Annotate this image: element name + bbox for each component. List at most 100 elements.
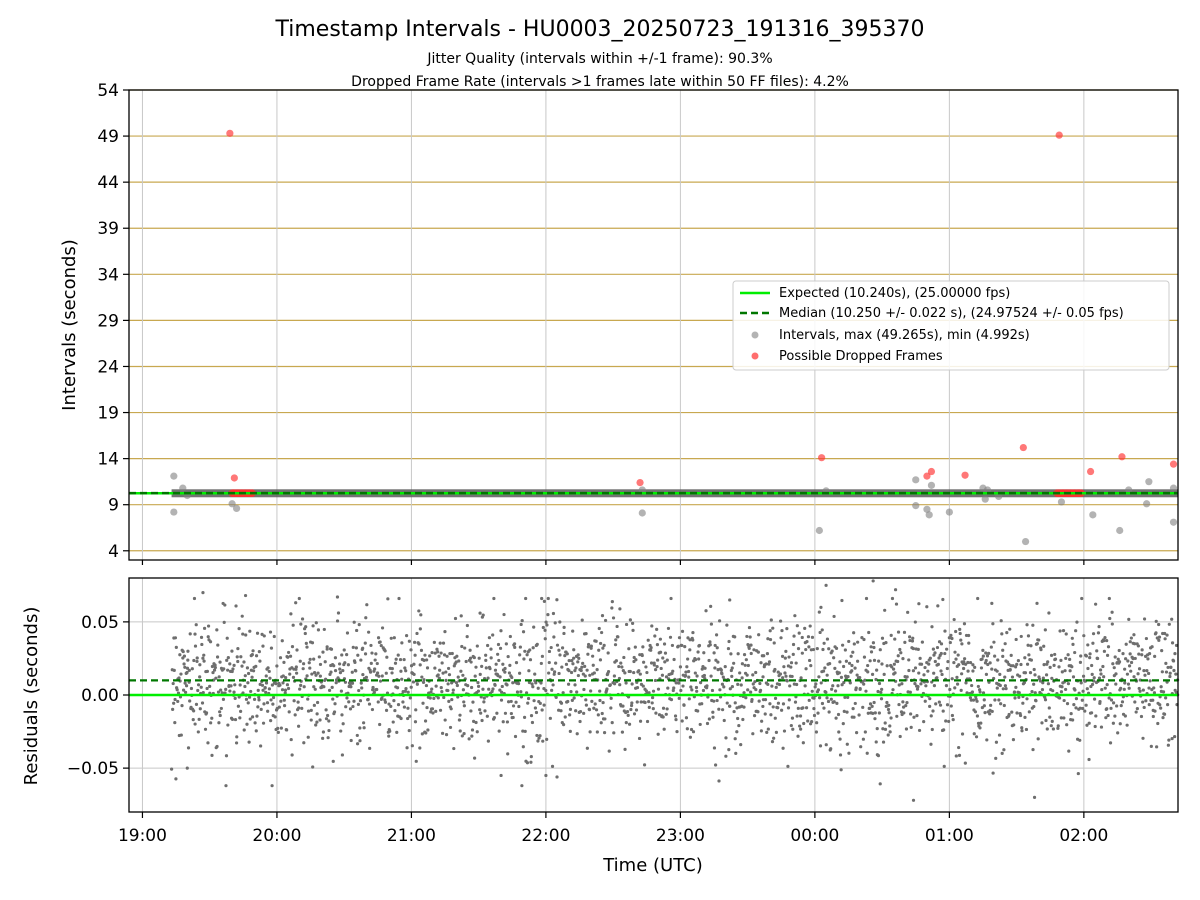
residual-point	[1081, 674, 1086, 678]
residual-point	[967, 641, 971, 645]
residual-point	[845, 742, 849, 746]
residual-point	[228, 689, 232, 693]
residual-point	[952, 660, 956, 665]
residual-point	[905, 700, 909, 705]
residual-point	[1140, 653, 1144, 657]
residual-point	[492, 715, 496, 720]
residual-point	[438, 668, 442, 672]
residual-point	[687, 669, 691, 674]
residual-point	[1032, 682, 1036, 686]
residual-point	[395, 686, 400, 690]
residual-point	[1002, 703, 1006, 708]
residual-point	[1136, 644, 1140, 648]
residual-point	[1051, 727, 1055, 731]
residual-point	[1036, 737, 1040, 741]
residual-point	[968, 696, 973, 700]
residual-point	[513, 734, 518, 739]
residual-point	[584, 698, 588, 702]
residual-point	[600, 711, 604, 716]
residual-point	[985, 738, 989, 742]
residual-point	[740, 662, 744, 666]
residual-point	[599, 641, 603, 646]
residual-point	[232, 690, 236, 694]
residual-point	[816, 688, 821, 692]
residual-point	[702, 651, 706, 655]
residual-point	[413, 653, 417, 657]
residual-point	[1068, 669, 1072, 673]
interval-point	[912, 476, 920, 484]
residual-point	[441, 671, 445, 675]
residual-point	[707, 658, 711, 663]
x-axis-label: Time (UTC)	[602, 855, 703, 876]
residual-point	[655, 643, 660, 647]
residual-point	[715, 646, 719, 650]
residual-point	[841, 643, 845, 647]
residual-point	[408, 714, 412, 718]
legend-intervals-swatch	[751, 331, 759, 339]
residual-point	[555, 598, 559, 602]
residual-point	[1037, 638, 1041, 642]
residual-point	[378, 679, 383, 683]
residual-point	[475, 730, 479, 734]
residual-point	[983, 661, 988, 665]
residual-point	[525, 653, 529, 657]
residual-point	[1028, 670, 1033, 675]
interval-point	[179, 484, 187, 492]
residual-point	[981, 654, 985, 658]
residual-point	[925, 605, 929, 609]
residual-point	[297, 724, 301, 728]
residual-point	[1153, 709, 1157, 713]
residual-point	[761, 675, 765, 679]
residual-point	[581, 661, 585, 665]
residual-point	[729, 668, 733, 673]
residual-point	[361, 646, 365, 650]
residual-point	[476, 689, 481, 693]
residual-point	[1046, 660, 1050, 664]
residual-point	[425, 705, 429, 710]
residual-point	[362, 726, 366, 730]
residual-point	[642, 763, 647, 767]
residual-point	[208, 640, 213, 644]
residual-point	[457, 659, 461, 663]
residual-point	[284, 676, 288, 680]
x-tick-label: 23:00	[656, 826, 705, 846]
residual-point	[732, 661, 736, 665]
residual-point	[406, 706, 410, 710]
residual-point	[331, 697, 335, 701]
dropped-frame-point	[818, 454, 826, 462]
residual-point	[623, 747, 627, 752]
residual-point	[739, 743, 743, 747]
residual-point	[243, 684, 247, 689]
residual-point	[804, 647, 808, 652]
residual-point	[503, 711, 508, 715]
residual-point	[225, 658, 229, 662]
residual-point	[922, 720, 926, 724]
residual-point	[719, 668, 723, 672]
residual-point	[797, 631, 801, 635]
residual-point	[271, 702, 275, 706]
residual-point	[632, 655, 636, 660]
residual-point	[929, 714, 933, 718]
residual-point	[302, 662, 306, 666]
residual-point	[1141, 700, 1145, 704]
residual-point	[845, 710, 849, 714]
residual-point	[350, 681, 355, 685]
residual-point	[988, 661, 992, 665]
x-tick-label: 19:00	[118, 826, 167, 846]
residual-point	[908, 690, 912, 694]
residual-point	[210, 664, 215, 669]
residual-point	[695, 674, 699, 678]
residual-point	[186, 649, 190, 653]
residual-point	[425, 658, 429, 662]
residual-point	[370, 651, 374, 655]
residual-point	[344, 705, 348, 709]
residual-point	[621, 704, 625, 708]
residual-point	[530, 682, 534, 686]
residual-point	[850, 663, 854, 668]
residual-point	[231, 667, 235, 671]
residual-point	[1174, 690, 1178, 694]
residual-point	[580, 618, 584, 622]
residual-point	[1027, 710, 1031, 714]
residual-point	[808, 624, 812, 628]
residual-point	[955, 682, 960, 686]
